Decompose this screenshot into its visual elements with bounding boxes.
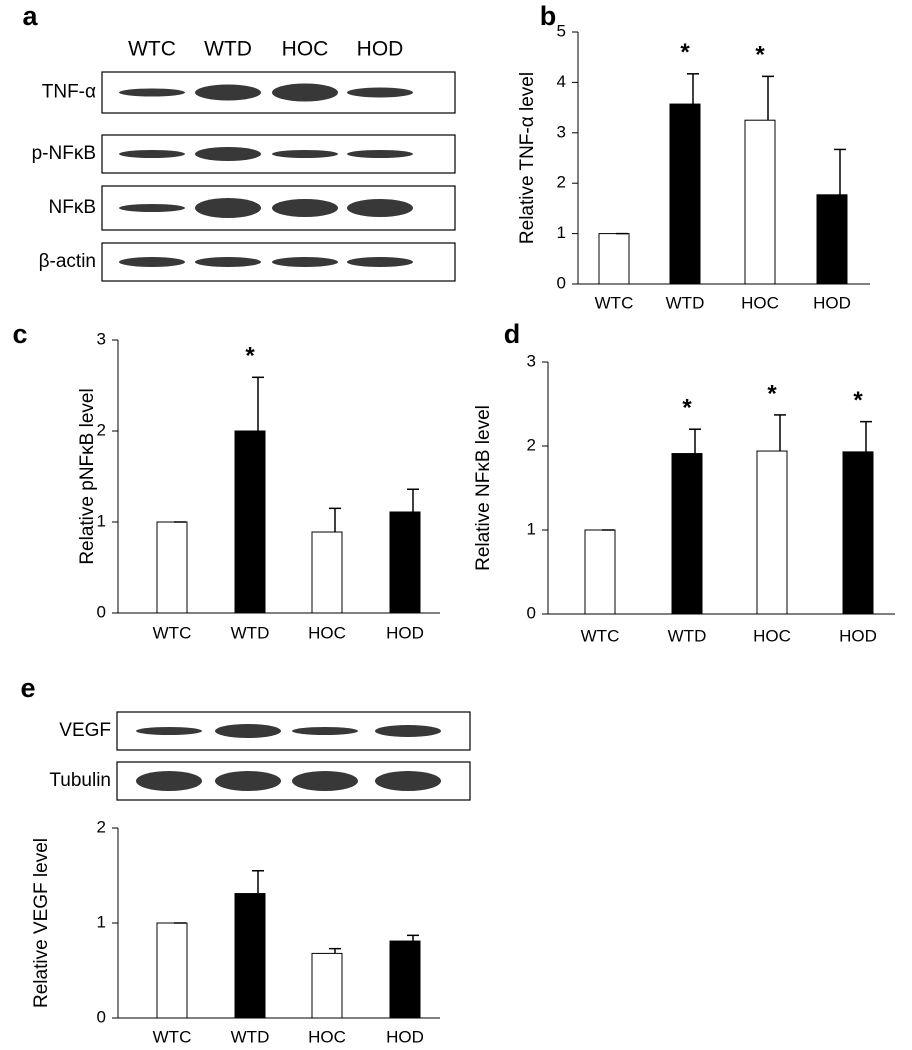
y-axis-label: Relative VEGF level [31,838,52,1008]
y-tick-label: 2 [527,435,536,454]
lane-label: HOC [282,38,329,61]
bar [156,922,188,1019]
blot-band [195,147,261,161]
x-tick-label: HOC [741,293,779,312]
blot-band [119,88,185,97]
blot-band [195,84,261,101]
y-tick-label: 2 [97,420,106,439]
x-tick-label: WTC [153,623,192,642]
row-label: β-actin [39,251,96,272]
y-tick-label: 0 [97,602,106,621]
x-tick-label: WTC [581,626,620,645]
blot-band [375,725,441,737]
blot-band [375,771,441,791]
row-label: TNF-α [42,82,96,103]
y-tick-label: 0 [527,603,536,622]
bar [311,952,343,1019]
x-tick-label: HOD [839,626,877,645]
x-tick-label: HOC [753,626,791,645]
x-tick-label: WTC [595,293,634,312]
bar [598,233,630,285]
bar [842,451,874,615]
bar [389,940,421,1019]
blot-band [272,257,338,267]
y-tick-label: 2 [97,817,106,836]
y-tick-label: 0 [97,1007,106,1026]
bar [816,194,848,285]
row-label: VEGF [59,720,111,741]
blot-band [347,150,413,158]
blot-band [215,771,281,791]
blot-band [347,199,413,217]
panel-letter: d [504,319,521,349]
y-tick-label: 0 [557,273,566,292]
y-tick-label: 1 [527,519,536,538]
y-tick-label: 4 [557,72,566,91]
blot-band [215,724,281,738]
bar [744,119,776,285]
x-tick-label: HOD [386,623,424,642]
lane-label: HOD [357,38,404,61]
y-axis-label: Relative pNFκB level [77,388,98,564]
x-tick-label: HOD [386,1027,424,1046]
blot-band [272,150,338,158]
blot-band [195,198,261,218]
x-tick-label: WTD [231,1027,270,1046]
blot-band [119,257,185,267]
x-tick-label: WTC [153,1027,192,1046]
y-axis-label: Relative TNF-α level [517,72,538,244]
y-axis-label: Relative NFκB level [473,405,494,571]
x-tick-label: WTD [668,626,707,645]
x-tick-label: WTD [666,293,705,312]
x-tick-label: WTD [231,623,270,642]
panel-letter: c [12,319,27,349]
blot-band [136,771,202,791]
blot-band [347,257,413,267]
significance-mark: * [853,387,863,414]
y-tick-label: 3 [97,329,106,348]
significance-mark: * [680,39,690,66]
significance-mark: * [245,343,255,370]
y-tick-label: 1 [97,511,106,530]
y-tick-label: 1 [97,912,106,931]
panel-letter: b [540,1,557,31]
bar [389,511,421,614]
significance-mark: * [755,42,765,69]
blot-band [292,771,358,791]
y-tick-label: 5 [557,21,566,40]
bar [669,103,701,285]
bar [756,450,788,615]
panel-letter: a [22,1,38,31]
bar [234,893,266,1019]
bar [156,521,188,614]
blot-band [272,199,338,217]
blot-band [119,204,185,212]
significance-mark: * [682,395,692,422]
lane-label: WTD [204,38,252,61]
y-tick-label: 3 [557,122,566,141]
bar [311,531,343,614]
x-tick-label: HOC [308,623,346,642]
y-tick-label: 1 [557,223,566,242]
lane-label: WTC [128,38,176,61]
bar [584,529,616,615]
blot-band [347,87,413,98]
panel-letter: e [20,673,35,703]
blot-band [272,83,338,102]
x-tick-label: HOC [308,1027,346,1046]
y-tick-label: 3 [527,351,536,370]
blot-band [119,150,185,158]
blot-band [292,727,358,735]
blot-band [195,257,261,267]
row-label: Tubulin [49,770,111,791]
row-label: NFκB [49,197,97,218]
blot-band [136,727,202,735]
bar [234,430,266,614]
y-tick-label: 2 [557,173,566,192]
bar [671,453,703,615]
row-label: p-NFκB [32,143,96,164]
significance-mark: * [767,380,777,407]
x-tick-label: HOD [813,293,851,312]
